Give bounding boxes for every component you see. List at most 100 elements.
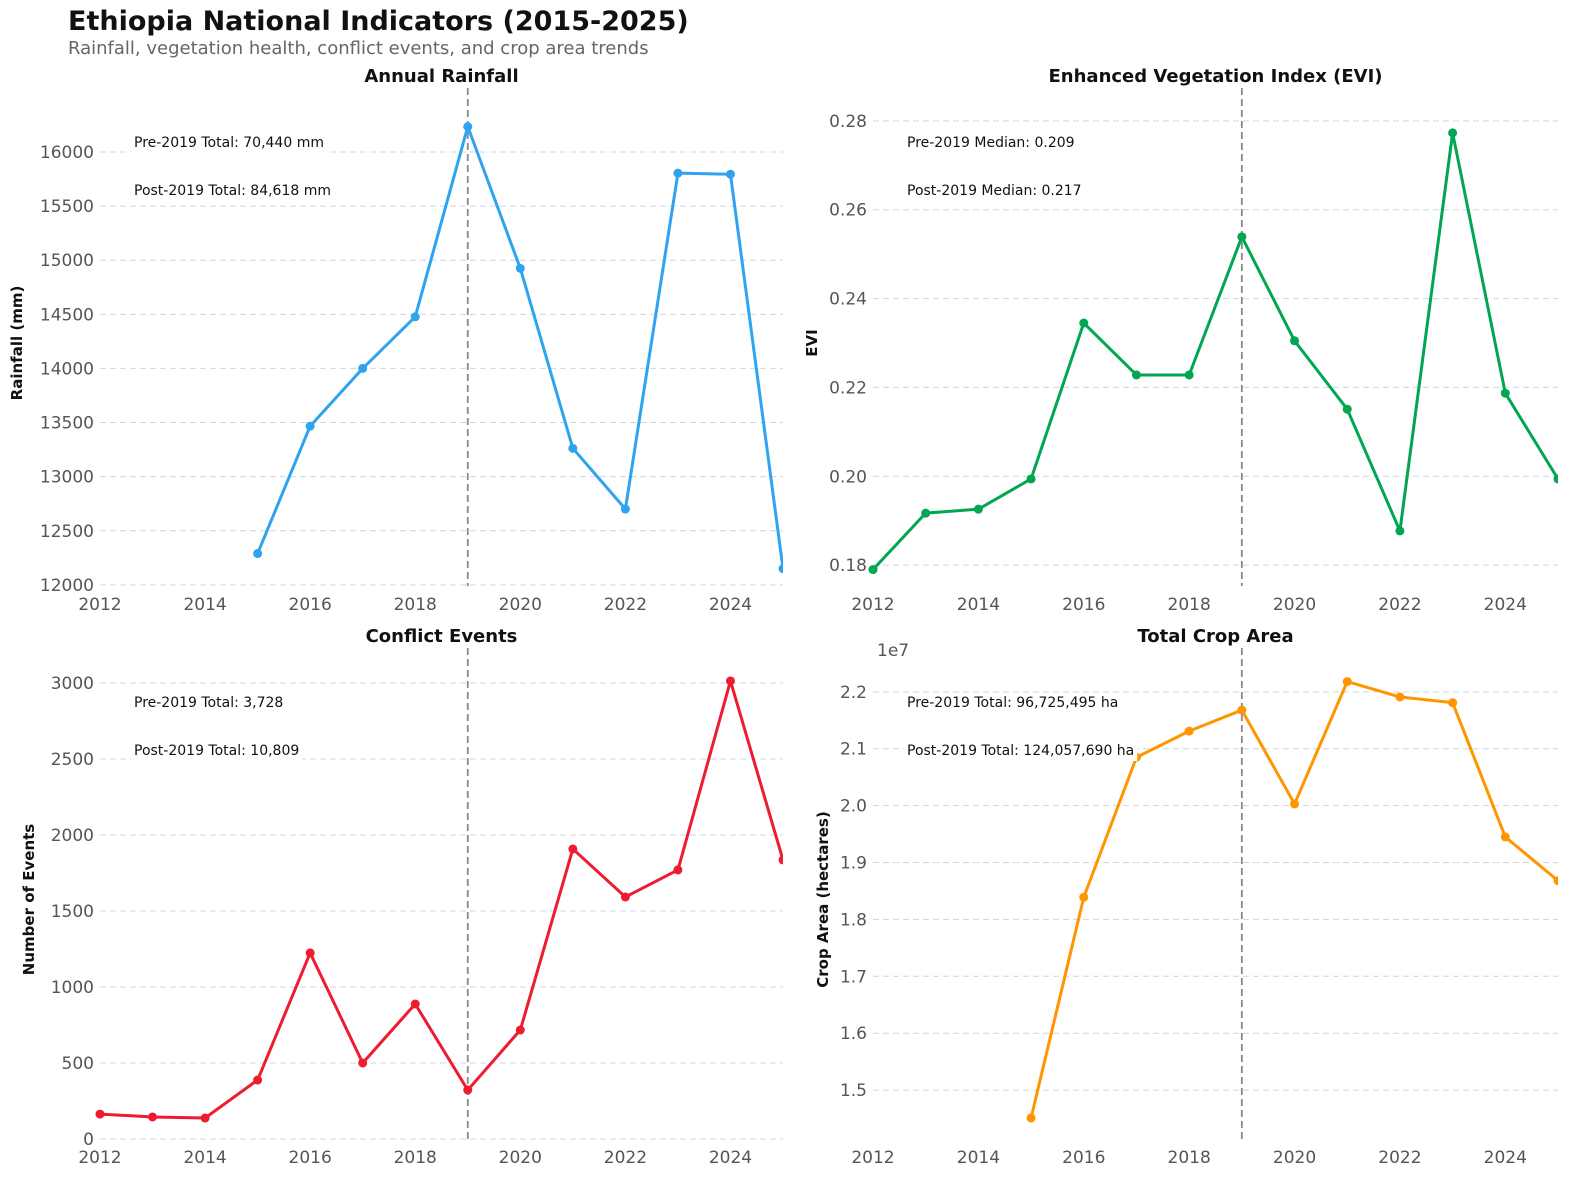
y-tick-label: 1000 bbox=[51, 978, 94, 998]
x-tick-label: 2020 bbox=[1273, 1148, 1316, 1168]
annotation-text: Post-2019 Median: 0.217 bbox=[907, 183, 1082, 199]
data-point bbox=[1395, 526, 1405, 536]
subplot-title: Enhanced Vegetation Index (EVI) bbox=[1049, 66, 1383, 87]
data-point bbox=[305, 948, 315, 958]
data-point bbox=[1079, 318, 1089, 328]
data-point bbox=[305, 421, 315, 431]
y-tick-label: 1.8 bbox=[840, 910, 867, 930]
y-tick-label: 2500 bbox=[51, 750, 94, 770]
subplot-4: 1.5 1.6 1.7 1.8 1.9 2.0 2.1 2.2 2012 2014 2016 2018… bbox=[814, 626, 1558, 1168]
x-tick-label: 2018 bbox=[394, 595, 437, 615]
y-tick-label: 0.28 bbox=[829, 112, 867, 132]
y-tick-label: 2000 bbox=[51, 826, 94, 846]
x-tick-label: 2024 bbox=[1484, 595, 1527, 615]
subplot-title: Annual Rainfall bbox=[364, 66, 518, 87]
data-point bbox=[868, 565, 878, 575]
data-point bbox=[253, 549, 263, 559]
x-tick-label: 2020 bbox=[499, 595, 542, 615]
y-tick-label: 15000 bbox=[40, 251, 94, 271]
series-line bbox=[256, 125, 783, 569]
data-point bbox=[358, 363, 368, 373]
x-tick-label: 2024 bbox=[1484, 1148, 1527, 1168]
data-point bbox=[358, 1058, 368, 1068]
data-point bbox=[200, 1113, 210, 1123]
data-point bbox=[1131, 370, 1141, 380]
y-axis-label: Crop Area (hectares) bbox=[814, 811, 832, 987]
x-tick-label: 2016 bbox=[289, 595, 332, 615]
data-point bbox=[1500, 832, 1510, 842]
data-point bbox=[568, 443, 578, 453]
data-point bbox=[778, 855, 783, 865]
x-tick-label: 2018 bbox=[394, 1148, 437, 1168]
data-point bbox=[1500, 388, 1510, 398]
x-tick-label: 2014 bbox=[957, 595, 1000, 615]
y-tick-label: 13500 bbox=[40, 414, 94, 434]
data-point bbox=[673, 865, 683, 875]
data-point bbox=[410, 312, 420, 322]
x-tick-label: 2018 bbox=[1168, 595, 1211, 615]
y-tick-label: 1.7 bbox=[840, 967, 867, 987]
annotation-box bbox=[904, 133, 1078, 153]
figure-title: Ethiopia National Indicators (2015-2025) bbox=[68, 6, 689, 37]
data-point bbox=[1184, 726, 1194, 736]
y-tick-label: 0.26 bbox=[829, 201, 867, 221]
y-tick-label: 1500 bbox=[51, 902, 94, 922]
data-point bbox=[1237, 705, 1247, 715]
x-tick-label: 2012 bbox=[851, 595, 894, 615]
x-tick-label: 2022 bbox=[604, 1148, 647, 1168]
y-axis-label: Rainfall (mm) bbox=[8, 286, 26, 401]
data-point bbox=[1553, 876, 1558, 886]
data-point bbox=[725, 676, 735, 686]
x-tick-label: 2020 bbox=[499, 1148, 542, 1168]
data-point bbox=[410, 999, 420, 1009]
annotation-text: Pre-2019 Total: 70,440 mm bbox=[134, 135, 324, 151]
data-point bbox=[253, 1075, 263, 1085]
y-tick-label: 2.0 bbox=[840, 797, 867, 817]
data-point bbox=[95, 1109, 105, 1119]
y-axis-label: Number of Events bbox=[20, 824, 38, 975]
x-tick-label: 2018 bbox=[1168, 1148, 1211, 1168]
y-tick-label: 3000 bbox=[51, 674, 94, 694]
series bbox=[95, 676, 783, 1123]
y-tick-label: 0 bbox=[83, 1130, 94, 1150]
annotation-box bbox=[904, 181, 1085, 201]
data-point bbox=[620, 504, 630, 514]
y-tick-label: 0.22 bbox=[829, 378, 867, 398]
data-point bbox=[620, 892, 630, 902]
annotation-box bbox=[904, 693, 1122, 713]
annotation-text: Post-2019 Total: 124,057,690 ha bbox=[907, 743, 1134, 759]
data-point bbox=[973, 504, 983, 514]
y-tick-label: 1.6 bbox=[840, 1024, 867, 1044]
data-point bbox=[463, 1085, 473, 1095]
y-tick-label: 1.9 bbox=[840, 854, 867, 874]
annotation-box bbox=[904, 741, 1138, 761]
subplot-2: 0.18 0.20 0.22 0.24 0.26 0.28 2012 2014 2016 2018… bbox=[803, 66, 1558, 615]
data-point bbox=[515, 1025, 525, 1035]
annotation-box bbox=[131, 693, 287, 713]
y-tick-label: 15500 bbox=[40, 197, 94, 217]
annotation-text: Post-2019 Total: 84,618 mm bbox=[134, 183, 331, 199]
data-point bbox=[673, 168, 683, 178]
x-tick-label: 2022 bbox=[1378, 595, 1421, 615]
data-point bbox=[1290, 336, 1300, 346]
series-line bbox=[871, 131, 1558, 571]
data-point bbox=[1026, 1113, 1036, 1123]
x-tick-label: 2016 bbox=[289, 1148, 332, 1168]
data-point bbox=[515, 263, 525, 273]
data-point bbox=[148, 1112, 158, 1122]
x-tick-label: 2022 bbox=[1378, 1148, 1421, 1168]
data-point bbox=[1448, 128, 1458, 138]
data-point bbox=[1342, 677, 1352, 687]
y-tick-label: 16000 bbox=[40, 143, 94, 163]
x-tick-label: 2024 bbox=[709, 1148, 752, 1168]
data-point bbox=[725, 169, 735, 179]
y-tick-label: 12500 bbox=[40, 522, 94, 542]
y-tick-label: 2.2 bbox=[840, 683, 867, 703]
y-axis-label: EVI bbox=[803, 329, 821, 356]
data-point bbox=[1290, 799, 1300, 809]
x-tick-label: 2020 bbox=[1273, 595, 1316, 615]
data-point bbox=[921, 508, 931, 518]
y-tick-label: 14500 bbox=[40, 305, 94, 325]
